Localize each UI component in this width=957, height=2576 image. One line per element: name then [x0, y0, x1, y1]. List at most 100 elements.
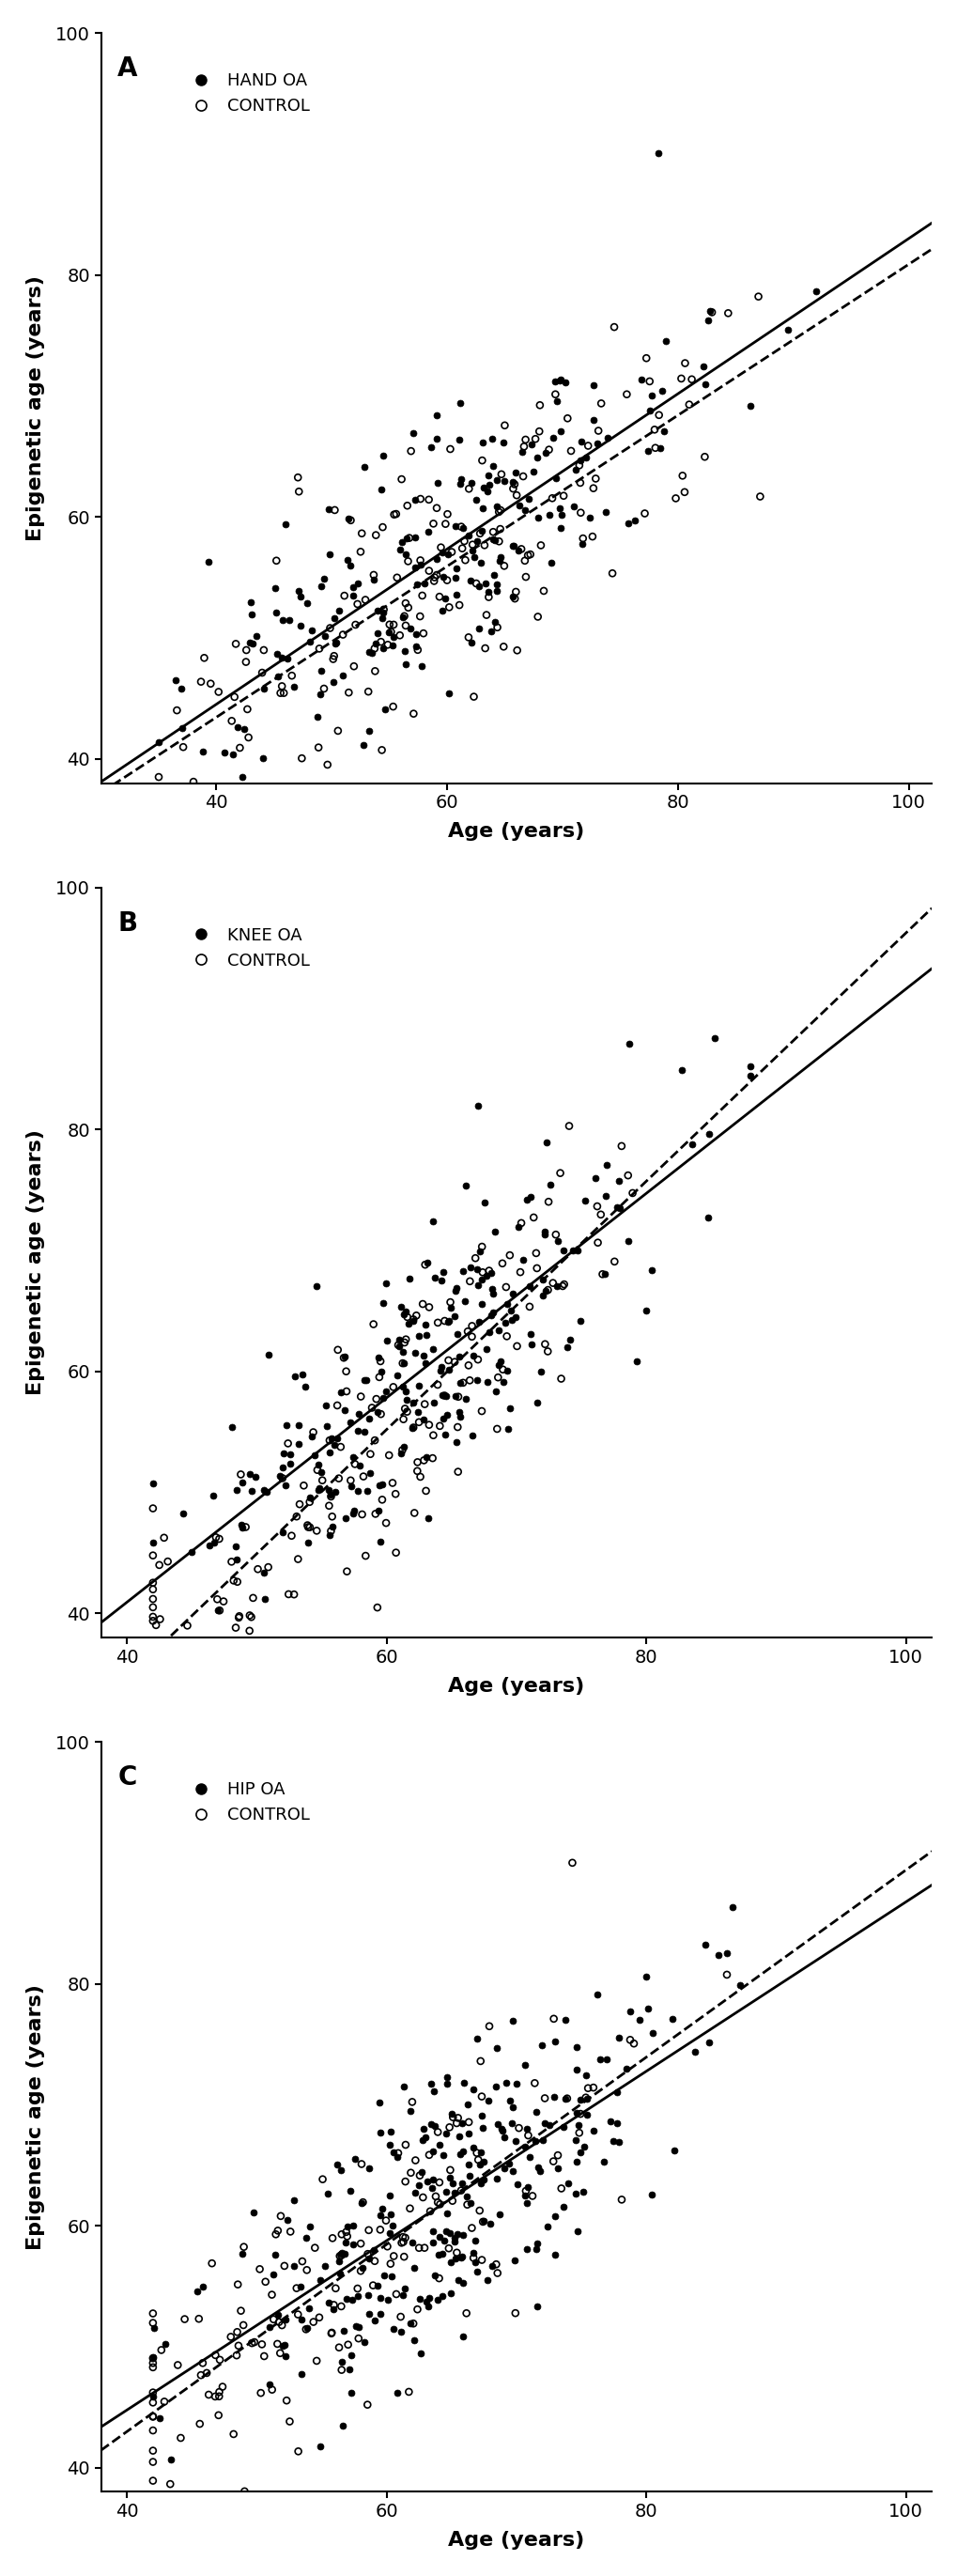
Point	[698, 363, 713, 404]
Point	[651, 394, 666, 435]
Point	[666, 2130, 681, 2172]
Point	[398, 1319, 413, 1360]
Point	[436, 2221, 452, 2262]
Point	[337, 2233, 352, 2275]
Point	[403, 608, 418, 649]
Point	[541, 430, 556, 471]
Point	[354, 2182, 369, 2223]
Point	[329, 2143, 345, 2184]
Point	[542, 2105, 557, 2146]
Point	[376, 2254, 391, 2295]
Point	[365, 2264, 380, 2306]
Point	[272, 2331, 287, 2372]
Point	[315, 2159, 330, 2200]
Point	[396, 595, 412, 636]
Point	[328, 621, 344, 662]
Point	[367, 2241, 382, 2282]
Point	[306, 1435, 322, 1476]
Point	[393, 459, 409, 500]
Point	[492, 2195, 507, 2236]
Point	[256, 2336, 272, 2378]
Point	[536, 1211, 551, 1252]
Point	[412, 2156, 427, 2197]
Point	[193, 662, 209, 703]
Point	[673, 358, 688, 399]
Point	[298, 2308, 313, 2349]
Point	[473, 2133, 488, 2174]
Point	[520, 2115, 535, 2156]
Point	[582, 497, 597, 538]
Point	[357, 580, 372, 621]
Point	[334, 2233, 349, 2275]
Point	[302, 2205, 318, 2246]
Point	[461, 2112, 477, 2154]
Point	[440, 1340, 456, 1381]
Point	[451, 1337, 466, 1378]
Point	[250, 1548, 265, 1589]
Point	[493, 1340, 508, 1381]
Point	[244, 2324, 259, 2365]
Point	[450, 1376, 465, 1417]
Point	[193, 2354, 209, 2396]
Point	[412, 479, 428, 520]
Point	[314, 649, 329, 690]
Point	[254, 2324, 269, 2365]
Point	[424, 2166, 439, 2208]
Point	[231, 2326, 246, 2367]
Point	[490, 1358, 505, 1399]
Point	[174, 708, 189, 750]
Point	[529, 2223, 545, 2264]
Point	[291, 1422, 306, 1463]
Point	[422, 2190, 437, 2231]
Point	[337, 574, 352, 616]
Point	[511, 484, 526, 526]
Point	[333, 2236, 348, 2277]
Point	[474, 1226, 489, 1267]
Point	[479, 471, 495, 513]
Point	[225, 734, 240, 775]
Point	[332, 2236, 347, 2277]
Point	[273, 672, 288, 714]
Point	[528, 1231, 544, 1273]
Point	[291, 569, 306, 611]
Point	[373, 1350, 389, 1391]
Point	[145, 1535, 161, 1577]
Point	[334, 2213, 349, 2254]
Point	[395, 2221, 411, 2262]
Point	[145, 1600, 161, 1641]
Point	[472, 2190, 487, 2231]
Point	[145, 2409, 161, 2450]
Point	[296, 1466, 311, 1507]
Point	[742, 1056, 757, 1097]
Point	[558, 361, 573, 402]
Point	[447, 556, 462, 598]
Point	[551, 487, 567, 528]
Point	[326, 598, 342, 639]
Point	[491, 520, 506, 562]
Point	[357, 1360, 372, 1401]
Point	[152, 1600, 167, 1641]
Point	[331, 2241, 346, 2282]
Point	[456, 2262, 471, 2303]
Point	[580, 425, 595, 466]
Point	[396, 631, 412, 672]
Point	[407, 2318, 422, 2360]
Point	[568, 2050, 584, 2092]
Point	[145, 1489, 161, 1530]
Point	[509, 629, 524, 670]
Point	[432, 2184, 447, 2226]
Point	[491, 492, 506, 533]
Point	[145, 2303, 161, 2344]
Point	[228, 1607, 243, 1649]
Point	[500, 1409, 515, 1450]
Point	[300, 1522, 316, 1564]
Point	[495, 422, 510, 464]
Point	[238, 629, 254, 670]
Point	[640, 1989, 656, 2030]
Point	[390, 1324, 406, 1365]
Point	[526, 2063, 542, 2105]
Point	[487, 1211, 502, 1252]
Point	[421, 2277, 436, 2318]
Point	[493, 453, 508, 495]
Point	[418, 1471, 434, 1512]
